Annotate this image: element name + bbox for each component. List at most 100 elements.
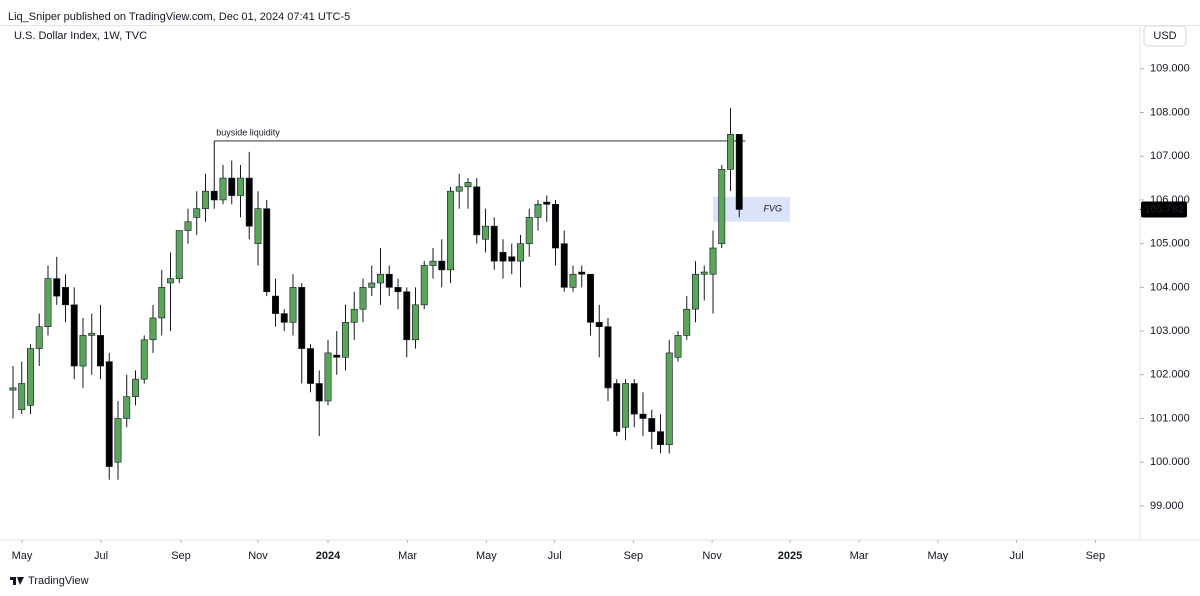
- candle-body: [482, 225, 489, 240]
- candle-body: [639, 413, 647, 419]
- y-tick-label: 109.000: [1150, 63, 1190, 75]
- candle-body: [665, 352, 673, 446]
- logo: TradingView: [10, 575, 89, 587]
- candle-body: [368, 282, 376, 288]
- candle-body: [210, 190, 218, 201]
- candle-body: [420, 265, 428, 306]
- candle-body: [132, 378, 139, 397]
- x-tick-label: Jul: [94, 550, 108, 562]
- x-tick-label: Jul: [1010, 550, 1024, 562]
- candle-body: [359, 287, 367, 310]
- candle-body: [263, 208, 271, 293]
- candle-body: [35, 326, 43, 349]
- candle-body: [735, 134, 743, 210]
- candle-body: [167, 278, 174, 284]
- liquidity-label: buyside liquidity: [216, 127, 280, 137]
- x-tick-label: May: [927, 550, 948, 562]
- candle-body: [587, 273, 594, 323]
- candle-body: [272, 295, 279, 314]
- candle-body: [648, 418, 656, 432]
- candle-body: [350, 308, 358, 323]
- x-tick-label: Nov: [702, 550, 722, 562]
- x-tick-label: 2025: [778, 550, 802, 562]
- publisher: Liq_Sniper published on TradingView.com,…: [8, 11, 351, 23]
- candle-body: [595, 322, 603, 327]
- candle-body: [70, 304, 78, 367]
- candle-body: [175, 230, 183, 279]
- candle-body: [158, 287, 166, 319]
- candle-body: [517, 243, 524, 262]
- y-tick-label: 99.000: [1150, 500, 1184, 512]
- chart: U.S. Dollar Index, 1W, TVC USD TradingVi…: [0, 26, 1200, 587]
- candle-body: [622, 383, 629, 428]
- candle-body: [412, 304, 419, 341]
- candle-body: [727, 134, 734, 170]
- last-price-box: [1141, 201, 1187, 218]
- candle-body: [385, 273, 393, 288]
- candle-body: [289, 287, 297, 323]
- candle-body: [62, 287, 69, 306]
- candle-body: [657, 431, 664, 446]
- candle-body: [429, 260, 437, 266]
- candle-body: [438, 260, 446, 271]
- candle-body: [692, 273, 699, 310]
- x-tick-label: Jul: [548, 550, 562, 562]
- candle-body: [88, 332, 96, 336]
- candle-body: [700, 271, 708, 275]
- candle-body: [552, 203, 559, 249]
- x-tick-label: Mar: [850, 550, 869, 562]
- x-tick-label: Sep: [1086, 550, 1106, 562]
- candle-body: [202, 190, 209, 209]
- y-tick-label: 107.000: [1150, 150, 1190, 162]
- x-tick-label: May: [476, 550, 497, 562]
- candle-body: [613, 383, 621, 432]
- candle-body: [219, 177, 227, 201]
- candle-body: [245, 177, 253, 227]
- y-tick-label: 105.000: [1150, 238, 1190, 250]
- y-tick-label: 104.000: [1150, 281, 1190, 293]
- currency-box[interactable]: [1143, 26, 1187, 47]
- candle-body: [569, 273, 577, 288]
- candle-body: [604, 326, 612, 389]
- candle-body: [193, 208, 201, 218]
- candle-body: [307, 348, 314, 384]
- candle-body: [490, 225, 498, 262]
- candle-body: [315, 383, 323, 402]
- x-tick-label: Mar: [398, 550, 417, 562]
- logo-icon: [10, 577, 24, 585]
- candle-body: [184, 221, 192, 231]
- candle-body: [114, 418, 122, 463]
- y-tick-label: 108.000: [1150, 106, 1190, 118]
- x-tick-label: Sep: [171, 550, 191, 562]
- last-price-label: 105.782: [1144, 203, 1184, 215]
- candle-body: [280, 313, 288, 323]
- candle-body: [508, 256, 516, 262]
- y-tick-label: 102.000: [1150, 369, 1190, 381]
- candle-body: [27, 348, 34, 406]
- x-tick-label: Nov: [248, 550, 268, 562]
- currency: USD: [1153, 30, 1176, 42]
- candle-body: [683, 308, 691, 336]
- candle-body: [718, 169, 726, 244]
- candle-body: [123, 396, 131, 419]
- candle-body: [709, 247, 717, 275]
- candle-body: [97, 335, 104, 367]
- candle-body: [534, 203, 542, 218]
- chart-title: U.S. Dollar Index, 1W, TVC: [14, 30, 147, 42]
- y-tick-label: 103.000: [1150, 325, 1190, 337]
- candle-body: [674, 335, 682, 358]
- candle-body: [254, 208, 262, 244]
- candle-body: [403, 291, 411, 341]
- candle-body: [53, 278, 61, 297]
- candle-body: [342, 322, 349, 358]
- fvg-zone: [712, 196, 790, 222]
- candle-body: [630, 383, 638, 415]
- candle-body: [560, 243, 568, 288]
- candle-body: [447, 190, 454, 271]
- x-tick-label: Sep: [624, 550, 644, 562]
- candle-body: [543, 201, 551, 205]
- candle-body: [228, 177, 236, 196]
- header-bar: Liq_Sniper published on TradingView.com,…: [0, 0, 1200, 26]
- candle-body: [324, 352, 332, 402]
